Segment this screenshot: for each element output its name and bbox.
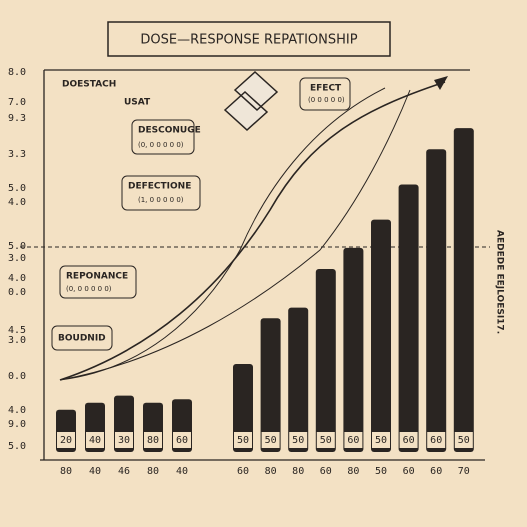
bar-label-box bbox=[427, 432, 446, 448]
callout bbox=[121, 175, 201, 211]
bar-label: 50 bbox=[458, 435, 470, 446]
bar bbox=[233, 364, 253, 452]
bar-label-box bbox=[289, 432, 308, 448]
bar-label-box bbox=[57, 432, 75, 448]
left-label: 3.3 bbox=[8, 149, 26, 160]
x-tick-label: 46 bbox=[118, 466, 130, 477]
bar-label-box bbox=[144, 432, 162, 448]
left-label: 0.0 bbox=[8, 371, 26, 382]
bar-label: 40 bbox=[89, 435, 101, 446]
pill-icon bbox=[223, 70, 279, 132]
x-tick-label: 80 bbox=[292, 466, 304, 477]
x-tick-label: 40 bbox=[176, 466, 188, 477]
title-box bbox=[107, 21, 391, 57]
left-label: 8.0 bbox=[8, 67, 26, 78]
annotation: (0, 0 0 0 0 0) bbox=[66, 285, 112, 293]
curve bbox=[59, 81, 446, 381]
bar-label: 60 bbox=[430, 435, 442, 446]
bar-label-box bbox=[399, 432, 418, 448]
side-label: AEDEDE EEJLOESI17. bbox=[495, 230, 505, 334]
bar-label: 60 bbox=[347, 435, 359, 446]
bar bbox=[343, 247, 364, 452]
callout bbox=[131, 119, 195, 155]
bar-label-box bbox=[234, 432, 252, 448]
bar-label-box bbox=[372, 432, 390, 448]
curve bbox=[59, 87, 386, 381]
left-label: 3.0 bbox=[8, 253, 26, 264]
left-label: 9.3 bbox=[8, 113, 26, 124]
arrow-head bbox=[434, 76, 448, 90]
bar-label-box bbox=[115, 432, 133, 448]
annotation: DOESTACH bbox=[62, 80, 116, 90]
bar bbox=[315, 268, 336, 452]
x-tick-label: 60 bbox=[320, 466, 332, 477]
bar-label: 80 bbox=[147, 435, 159, 446]
bar-label: 50 bbox=[320, 435, 332, 446]
annotation: DESCONUGE bbox=[138, 126, 201, 136]
callout bbox=[299, 77, 351, 111]
left-label: 5.0 bbox=[8, 241, 26, 252]
x-tick-label: 80 bbox=[347, 466, 359, 477]
bar-label-box bbox=[261, 432, 280, 448]
bar-label: 50 bbox=[292, 435, 304, 446]
x-tick-label: 60 bbox=[237, 466, 249, 477]
annotation: BOUDNID bbox=[58, 334, 106, 344]
annotation: REPONANCE bbox=[66, 272, 128, 282]
left-label: 4.0 bbox=[8, 405, 26, 416]
bar-label-box bbox=[454, 432, 473, 448]
chart-title: DOSE—RESPONSE REPATIONSHIP bbox=[140, 33, 357, 48]
bar-label: 50 bbox=[375, 435, 387, 446]
left-label: 5.0 bbox=[8, 441, 26, 452]
left-label: 0.0 bbox=[8, 287, 26, 298]
left-label: 5.0 bbox=[8, 183, 26, 194]
annotation: DEFECTIONE bbox=[128, 182, 191, 192]
bar-label-box bbox=[86, 432, 104, 448]
bar-label: 20 bbox=[60, 435, 72, 446]
left-label: 7.0 bbox=[8, 97, 26, 108]
bar-label: 60 bbox=[176, 435, 188, 446]
callout bbox=[51, 325, 113, 351]
bar bbox=[398, 184, 419, 453]
bar-label-box bbox=[316, 432, 335, 448]
x-tick-label: 80 bbox=[265, 466, 277, 477]
left-label: 4.0 bbox=[8, 197, 26, 208]
annotation: USAT bbox=[124, 98, 151, 108]
x-tick-label: 80 bbox=[60, 466, 72, 477]
bar bbox=[453, 128, 474, 452]
frame bbox=[40, 69, 485, 461]
left-label: 4.0 bbox=[8, 273, 26, 284]
x-tick-label: 80 bbox=[147, 466, 159, 477]
x-tick-label: 40 bbox=[89, 466, 101, 477]
annotation: (0 0 0 0 0) bbox=[308, 96, 345, 104]
bar bbox=[371, 219, 391, 452]
bar-label: 60 bbox=[403, 435, 415, 446]
left-label: 3.0 bbox=[8, 335, 26, 346]
annotation: (0, 0 0 0 0 0) bbox=[138, 141, 184, 149]
x-tick-label: 50 bbox=[375, 466, 387, 477]
annotation: EFECT bbox=[310, 84, 342, 94]
bar-label-box bbox=[173, 432, 191, 448]
bar-label: 50 bbox=[265, 435, 277, 446]
bar bbox=[288, 307, 309, 452]
x-tick-label: 60 bbox=[430, 466, 442, 477]
bar bbox=[260, 318, 281, 452]
annotation: (1, 0 0 0 0 0) bbox=[138, 196, 184, 204]
callout bbox=[59, 265, 137, 299]
left-label: 9.0 bbox=[8, 419, 26, 430]
bar bbox=[426, 149, 447, 452]
x-tick-label: 70 bbox=[458, 466, 470, 477]
bar-label: 30 bbox=[118, 435, 130, 446]
bar-label: 50 bbox=[237, 435, 249, 446]
x-tick-label: 60 bbox=[403, 466, 415, 477]
curve bbox=[59, 89, 411, 381]
left-label: 4.5 bbox=[8, 325, 26, 336]
bar-label-box bbox=[344, 432, 363, 448]
